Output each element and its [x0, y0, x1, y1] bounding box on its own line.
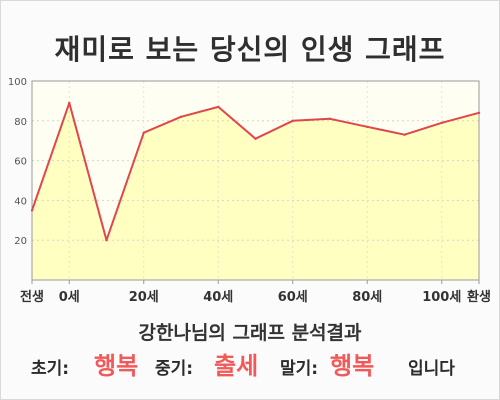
data-point: [142, 131, 145, 134]
analysis-heading: 강한나님의 그래프 분석결과: [138, 322, 362, 344]
data-point: [477, 111, 481, 115]
data-point: [217, 105, 220, 109]
data-point: [68, 101, 71, 105]
late-label: 말기:: [280, 359, 319, 379]
chart-title: 재미로 보는 당신의 인생 그래프: [54, 33, 446, 66]
early-label: 초기:: [31, 359, 70, 379]
data-point: [291, 119, 294, 123]
plot-border: [31, 80, 480, 281]
x-tick-label: 60세: [278, 290, 308, 305]
middle-label: 중기:: [155, 359, 194, 379]
x-tick-label: 40세: [203, 290, 233, 305]
data-point: [328, 117, 332, 121]
y-tick-label: 20: [14, 236, 27, 247]
x-tick-label: 100세: [422, 290, 461, 305]
data-point: [440, 121, 443, 124]
early-value: 행복: [94, 352, 139, 380]
data-point: [179, 115, 183, 119]
middle-value: 출세: [214, 352, 259, 380]
x-tick-label: 환생: [467, 289, 491, 305]
y-tick-label: 60: [14, 157, 27, 168]
x-tick-label: 80세: [352, 290, 382, 305]
y-tick-label: 80: [14, 117, 27, 128]
x-tick-label: 20세: [129, 290, 159, 305]
x-tick-label: 0세: [59, 290, 80, 305]
data-point: [403, 133, 406, 136]
data-point: [254, 137, 257, 140]
ending-text: 입니다: [408, 359, 455, 379]
y-tick-label: 40: [14, 196, 27, 207]
data-point: [366, 125, 369, 128]
data-point: [105, 239, 108, 242]
x-tick-label: 전생: [20, 289, 44, 305]
y-tick-label: 100: [8, 77, 27, 88]
data-point: [30, 209, 34, 212]
late-value: 행복: [330, 352, 375, 380]
